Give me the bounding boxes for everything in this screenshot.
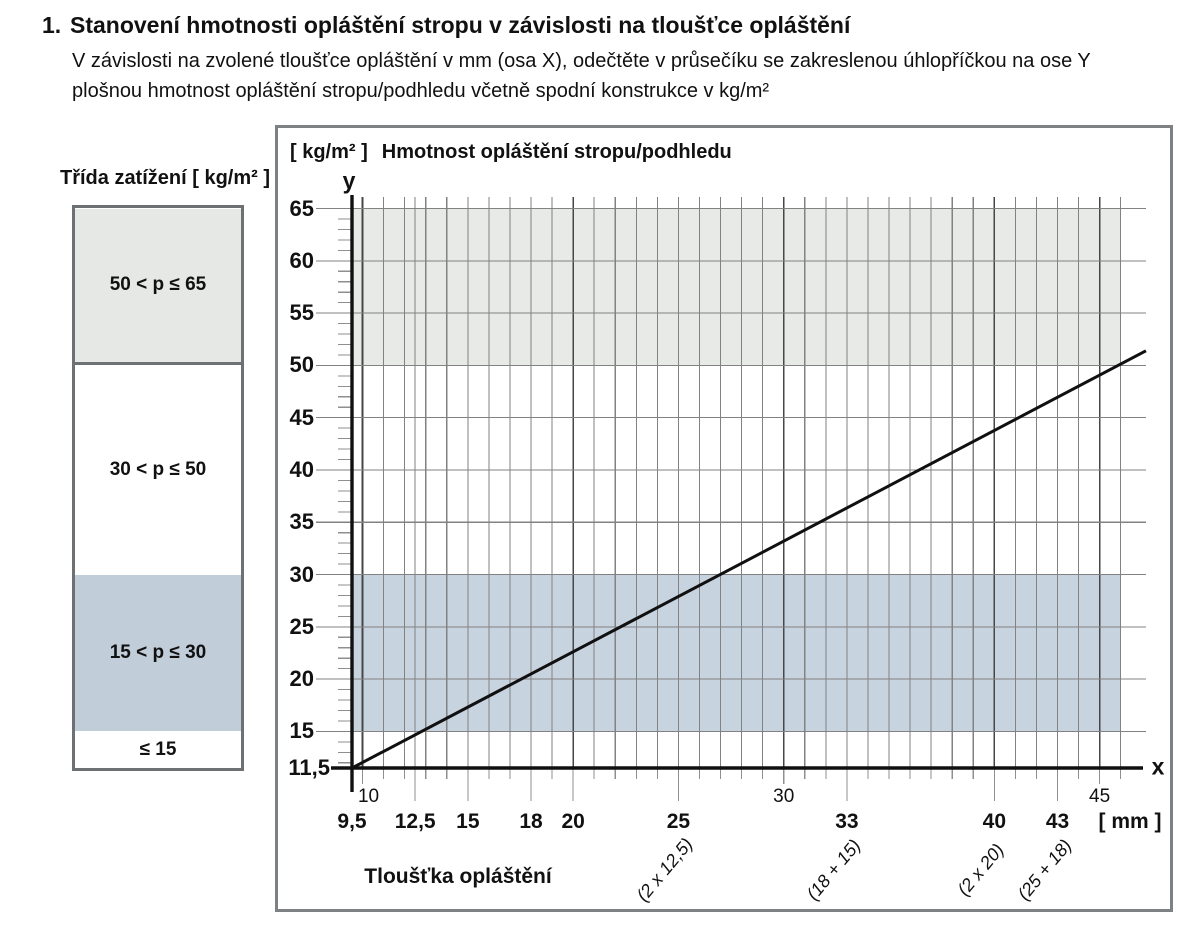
legend-band-1: 30 < p ≤ 50 [75, 365, 241, 575]
x-axis-letter: x [1151, 753, 1165, 780]
legend-band-0: 50 < p ≤ 65 [75, 208, 241, 366]
page-title: Stanovení hmotnosti opláštění stropu v z… [70, 12, 851, 38]
y-unit-label: [ kg/m² ] [290, 141, 368, 163]
y-axis-letter: y [342, 167, 356, 194]
legend-band-2: 15 < p ≤ 30 [75, 574, 241, 732]
page-subtitle-line-2: plošnou hmotnost opláštění stropu/podhle… [72, 80, 770, 102]
legend-title: Třída zatížení [ kg/m² ] [59, 167, 271, 189]
chart-title: [ kg/m² ] Hmotnost opláštění stropu/podh… [290, 141, 732, 164]
legend-band-3: ≤ 15 [75, 731, 241, 768]
x-axis-title: Tloušťka opláštění [364, 865, 552, 888]
legend-band-label: 30 < p ≤ 50 [109, 458, 207, 480]
page-subtitle-line-1: V závislosti na zvolené tloušťce opláště… [72, 50, 1091, 72]
legend-band-label: 50 < p ≤ 65 [109, 274, 207, 296]
legend-band-label: 15 < p ≤ 30 [109, 641, 207, 663]
x-unit-label: [ mm ] [1098, 810, 1162, 833]
legend-band-label: ≤ 15 [139, 738, 177, 760]
page-number: 1. [42, 12, 62, 38]
legend-box: 50 < p ≤ 65 30 < p ≤ 50 15 < p ≤ 30 ≤ 15 [72, 205, 244, 771]
chart-frame [275, 125, 1173, 912]
chart-title-text: Hmotnost opláštění stropu/podhledu [381, 141, 732, 163]
